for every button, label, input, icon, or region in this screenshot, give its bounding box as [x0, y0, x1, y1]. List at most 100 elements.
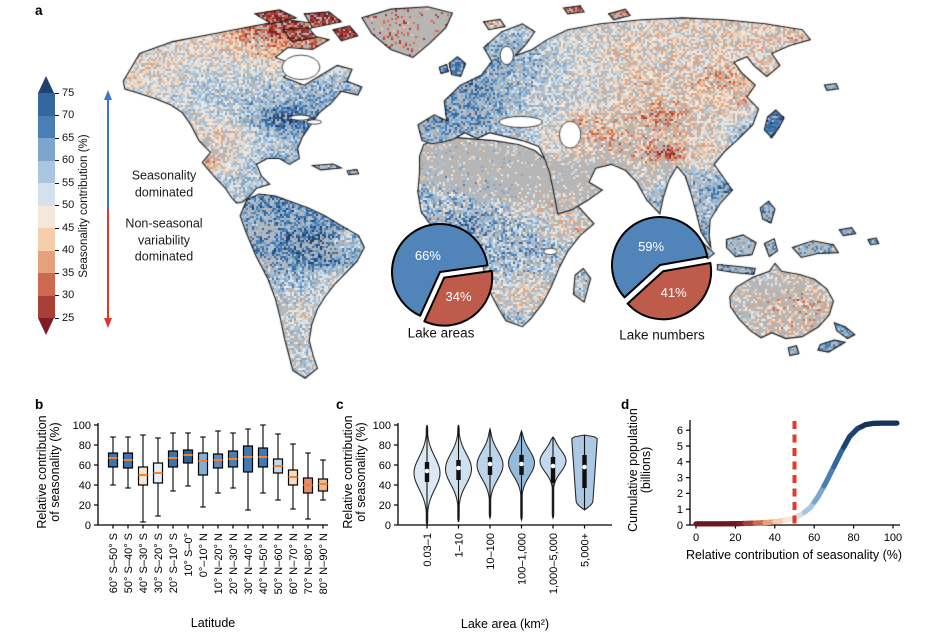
- y-tick-label: 0: [85, 520, 91, 532]
- colorbar-tick-label: 35: [62, 266, 75, 279]
- x-tick-label: 50° N–60° N: [273, 533, 285, 594]
- y-tick-label: 40: [79, 480, 91, 492]
- violin-median-dot: [424, 468, 430, 474]
- up-arrow-icon: [103, 90, 112, 100]
- violin-median-dot: [550, 463, 556, 469]
- colorbar-segment: [38, 183, 55, 206]
- y-tick-label: 100: [373, 420, 391, 432]
- colorbar-tick-label: 70: [62, 109, 75, 121]
- panel-label-a: a: [35, 3, 43, 18]
- x-tick-label: 10–100: [485, 533, 497, 570]
- x-tick-label: 80° N–90° N: [318, 533, 330, 594]
- x-tick-label: 1,000–5,000: [548, 533, 560, 594]
- violin-median-dot: [456, 465, 461, 471]
- y-axis-title: Relative contribution of seasonality (%): [341, 415, 368, 528]
- colorbar-tick-label: 50: [62, 199, 75, 211]
- colorbar-tick: [55, 182, 59, 184]
- panel-label-d: d: [621, 397, 630, 412]
- pie-caption-lake-numbers: Lake numbers: [619, 327, 705, 343]
- y-tick-label: 60: [379, 460, 391, 472]
- y-axis-title-line: Cumulative population: [626, 408, 640, 532]
- x-tick-label: 10° N–20° N: [213, 533, 225, 594]
- x-tick-label: 100: [884, 532, 902, 544]
- colorbar-tick-label: 75: [62, 86, 75, 99]
- x-tick-label: 60: [808, 532, 820, 544]
- x-axis-title: Lake area (km²): [461, 617, 549, 631]
- x-axis-title: Relative contribution of seasonality (%): [686, 548, 902, 562]
- colorbar-tick-label: 55: [62, 176, 75, 189]
- x-tick-label: 30° N–40° N: [243, 533, 255, 594]
- y-tick-label: 2: [677, 488, 683, 500]
- y-tick-label: 100: [73, 420, 91, 432]
- colorbar-tick: [55, 317, 59, 319]
- colorbar-tick: [55, 227, 59, 229]
- y-tick-label: 1: [677, 504, 683, 516]
- x-tick-label: 5,000+: [579, 533, 591, 567]
- colorbar-segment: [38, 115, 55, 138]
- violin-panel: 0 20 40 60 80 100 0.03–1 1–10 10–100 100–1,000 1,0…: [341, 415, 612, 631]
- world-map-canvas: [115, 2, 938, 398]
- colorbar-segment: [38, 273, 55, 296]
- y-tick-label: 4: [677, 457, 683, 469]
- colorbar-arrow-bottom: [38, 318, 54, 335]
- violin-iqr: [550, 457, 556, 483]
- x-tick-label: 40° S–30° S: [138, 533, 150, 593]
- y-axis-title-line: Relative contribution: [35, 415, 49, 528]
- colorbar-tick-label: 40: [62, 244, 75, 256]
- x-tick-label: 0: [693, 532, 699, 544]
- y-axis-title: Cumulative population (billions): [626, 408, 653, 532]
- colorbar-tick: [55, 160, 59, 162]
- colorbar-arrow-top: [38, 76, 54, 93]
- colorbar-tick: [55, 137, 59, 139]
- boxplot-panel: 0 20 40 60 80 100 60° S–50° S 50° S–40° S 40° S–…: [35, 415, 330, 630]
- x-tick-label: 20: [729, 532, 741, 544]
- down-arrow-line: [107, 210, 109, 318]
- x-tick-label: 10° S–0°: [183, 533, 195, 577]
- x-tick-label: 0°–10° N: [198, 533, 210, 577]
- x-tick-label: 30° S–20° S: [153, 533, 165, 593]
- colorbar-tick-label: 30: [62, 289, 75, 301]
- y-tick-label: 6: [677, 425, 683, 437]
- colorbar-tick-label: 45: [62, 221, 75, 234]
- box: [242, 445, 254, 473]
- y-tick-label: 60: [79, 460, 91, 472]
- colorbar: 75 70 65 60 55 50 45 40 35 30 25: [38, 76, 118, 356]
- x-tick-label: 50° S–40° S: [123, 533, 135, 593]
- y-tick-label: 20: [379, 500, 391, 512]
- x-tick-label: 20° S–10° S: [168, 533, 180, 593]
- y-axis-title-line: Relative contribution: [341, 415, 355, 528]
- x-tick-label: 60° S–50° S: [108, 533, 120, 593]
- y-tick-label: 0: [385, 520, 391, 532]
- colorbar-segment: [38, 205, 55, 228]
- y-tick-label: 5: [677, 441, 683, 453]
- seasonality-dominated-label: Seasonality dominated: [131, 168, 197, 200]
- colorbar-title: Seasonality contribution (%): [78, 134, 90, 278]
- colorbar-segment: [38, 250, 55, 273]
- x-tick-label: 40: [769, 532, 781, 544]
- colorbar-segment: [38, 295, 55, 318]
- colorbar-segment: [38, 138, 55, 161]
- x-tick-label: 1–10: [453, 533, 465, 557]
- colorbar-tick-label: 65: [62, 131, 75, 144]
- y-tick-label: 3: [677, 472, 683, 484]
- box: [182, 449, 194, 464]
- colorbar-segment: [38, 228, 55, 251]
- colorbar-tick-label: 25: [62, 311, 75, 324]
- x-tick-label: 40° N–50° N: [258, 533, 270, 594]
- violin-median-dot: [519, 461, 524, 467]
- pie-slice-blue: [611, 216, 709, 299]
- y-tick-label: 80: [379, 440, 391, 452]
- y-axis-title-line: of seasonality (%): [354, 422, 368, 521]
- x-tick-label: 60° N–70° N: [288, 533, 300, 594]
- colorbar-tick: [55, 295, 59, 297]
- violin-median-dot: [487, 461, 493, 467]
- violin-median-dot: [582, 464, 587, 470]
- colorbar-tick-label: 60: [62, 154, 75, 166]
- colorbar-tick: [55, 115, 59, 117]
- y-axis-title-line: (billions): [639, 447, 653, 494]
- colorbar-tick: [55, 272, 59, 274]
- pie-label-blue: 66%: [415, 248, 441, 263]
- panel-label-c: c: [336, 397, 344, 412]
